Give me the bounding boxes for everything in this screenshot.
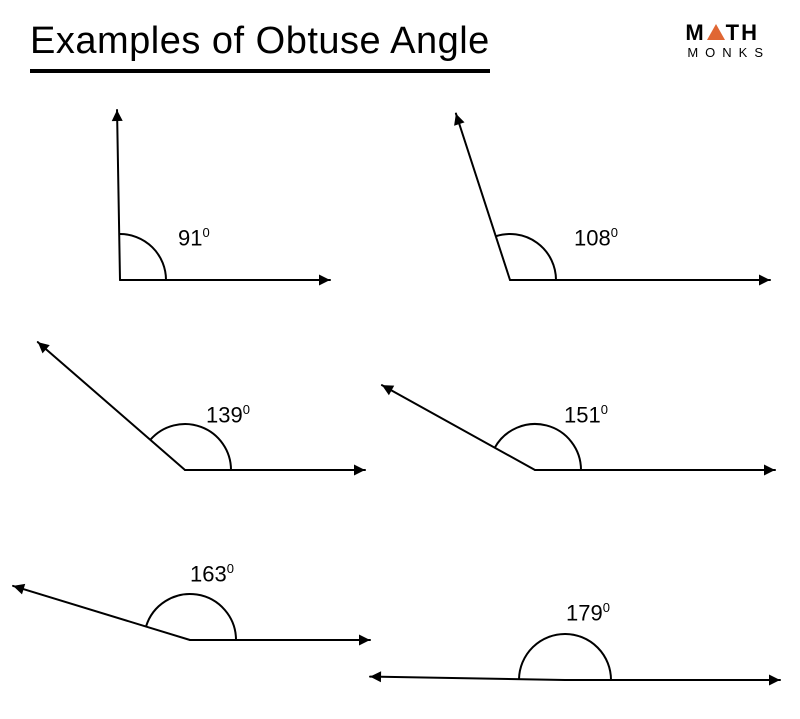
angle-label-151: 1510 xyxy=(564,402,608,428)
degree-symbol: 0 xyxy=(243,402,250,417)
angle-label-163: 1630 xyxy=(190,561,234,587)
degree-symbol: 0 xyxy=(611,225,618,240)
angle-value: 91 xyxy=(178,225,202,250)
angle-value: 108 xyxy=(574,225,611,250)
angle-value: 179 xyxy=(566,600,603,625)
degree-symbol: 0 xyxy=(601,402,608,417)
angle-label-91: 910 xyxy=(178,225,210,251)
diagram-canvas xyxy=(0,0,800,719)
degree-symbol: 0 xyxy=(227,561,234,576)
angle-label-179: 1790 xyxy=(566,600,610,626)
degree-symbol: 0 xyxy=(202,225,209,240)
angle-value: 139 xyxy=(206,402,243,427)
angle-value: 151 xyxy=(564,402,601,427)
angle-label-108: 1080 xyxy=(574,225,618,251)
degree-symbol: 0 xyxy=(603,600,610,615)
angle-value: 163 xyxy=(190,561,227,586)
angle-label-139: 1390 xyxy=(206,402,250,428)
